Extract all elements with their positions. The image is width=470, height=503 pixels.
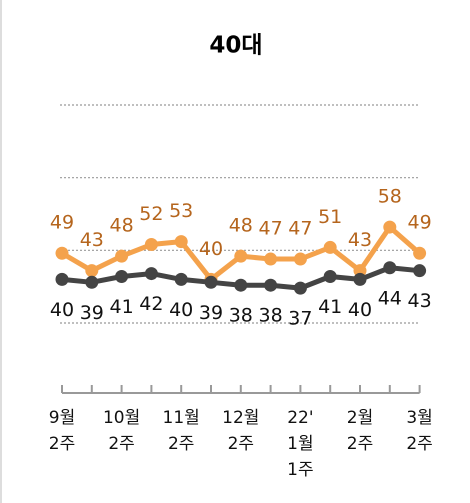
point [293,281,307,295]
data-label: 47 [259,218,283,240]
data-label: 38 [259,305,283,327]
data-label: 40 [50,299,74,321]
data-label: 44 [378,287,402,309]
point [323,269,337,283]
data-label: 47 [288,218,312,240]
point [323,240,337,254]
data-label: 38 [229,305,253,327]
data-label: 39 [80,302,104,324]
x-tick-label: 3월 2주 [406,408,433,454]
x-tick-label: 10월 2주 [102,408,141,454]
data-label: 49 [408,212,432,234]
point [115,269,129,283]
data-label: 43 [348,229,372,251]
data-label: 41 [318,296,342,318]
data-label: 41 [110,296,134,318]
point [55,272,69,286]
point [264,278,278,292]
data-label: 42 [139,293,163,315]
data-label: 51 [318,206,342,228]
point [383,261,397,275]
data-label: 43 [408,290,432,312]
point [144,238,158,252]
point [115,249,129,263]
data-label: 48 [110,215,134,237]
data-label: 37 [288,308,312,330]
x-tick-label: 2월 2주 [346,408,374,454]
chart-title: 40대 [209,33,262,59]
data-label: 53 [169,200,193,222]
point [413,264,427,278]
point [353,272,367,286]
point [413,246,427,260]
point [234,249,248,263]
data-label: 40 [199,238,223,260]
point [85,275,99,289]
point [264,252,278,266]
data-label: 40 [348,299,372,321]
point [383,220,397,234]
data-label: 48 [229,215,253,237]
x-tick-label: 12월 2주 [222,408,260,454]
x-tick-label: 22' 1월 1주 [287,408,314,480]
point [174,272,188,286]
x-tick-label: 11월 2주 [162,408,200,454]
data-label: 39 [199,302,223,324]
point [55,246,69,260]
data-label: 40 [169,299,193,321]
x-tick-label: 9월 2주 [48,408,76,454]
data-label: 49 [50,212,74,234]
point [144,267,158,281]
point [174,235,188,249]
point [234,278,248,292]
point [204,275,218,289]
data-label: 58 [378,186,402,208]
point [293,252,307,266]
data-label: 52 [139,203,163,225]
data-label: 43 [80,229,104,251]
point [85,264,99,278]
